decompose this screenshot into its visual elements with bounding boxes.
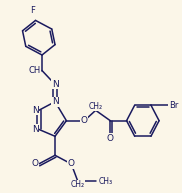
- Text: N: N: [52, 97, 58, 106]
- Text: O: O: [32, 159, 39, 168]
- Text: O: O: [107, 134, 114, 142]
- Text: CH: CH: [28, 66, 40, 75]
- Text: CH₃: CH₃: [99, 177, 113, 186]
- Text: N: N: [52, 80, 58, 89]
- Text: N: N: [32, 106, 39, 115]
- Text: F: F: [30, 6, 35, 14]
- Text: O: O: [68, 159, 75, 168]
- Text: CH₂: CH₂: [71, 180, 85, 189]
- Text: N: N: [32, 125, 39, 134]
- Text: O: O: [81, 116, 88, 125]
- Text: Br: Br: [169, 101, 178, 110]
- Text: CH₂: CH₂: [89, 102, 103, 111]
